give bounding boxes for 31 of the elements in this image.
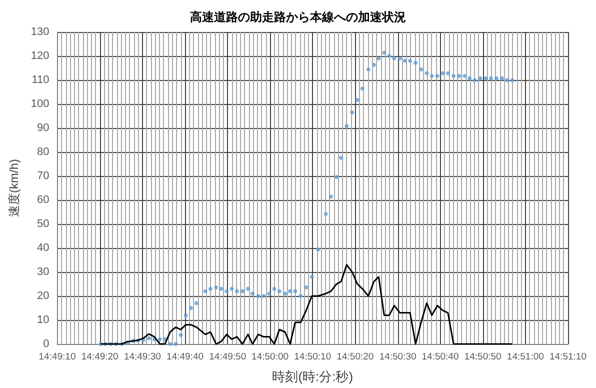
y-tick-label: 80 [37, 146, 50, 158]
y-tick-label: 50 [37, 218, 50, 230]
y-tick-label: 60 [37, 194, 50, 206]
y-tick-label: 130 [30, 26, 50, 38]
y-tick-label: 0 [43, 338, 50, 350]
y-tick-label: 20 [37, 290, 50, 302]
y-tick-label: 70 [37, 170, 50, 182]
x-tick-label: 14:50:10 [294, 352, 332, 362]
x-tick-label: 14:49:10 [38, 352, 76, 362]
chart-title: 高速道路の助走路から本線への加速状況 [190, 10, 406, 24]
y-tick-label: 90 [37, 122, 50, 134]
x-tick-label: 14:51:00 [506, 352, 544, 362]
x-tick-label: 14:50:30 [379, 352, 416, 362]
x-axis-title: 時刻(時:分:秒) [272, 369, 354, 384]
y-tick-label: 110 [32, 74, 50, 86]
y-axis-title: 速度(km/h) [7, 159, 21, 217]
x-tick-label: 14:50:20 [336, 352, 374, 362]
y-tick-label: 120 [30, 50, 50, 62]
x-tick-label: 14:49:40 [166, 352, 204, 362]
line-series [100, 264, 513, 345]
x-tick-label: 14:49:50 [209, 352, 246, 362]
x-tick-label: 14:50:50 [464, 352, 502, 362]
x-tick-label: 14:49:30 [124, 352, 161, 362]
x-tick-label: 14:50:00 [252, 352, 289, 362]
x-tick-label: 14:49:20 [81, 352, 118, 362]
y-tick-label: 40 [37, 242, 50, 254]
y-tick-label: 10 [37, 314, 50, 326]
x-tick-label: 14:51:10 [550, 352, 586, 362]
x-tick-label: 14:50:40 [422, 352, 459, 362]
y-tick-label: 30 [37, 266, 50, 278]
y-tick-label: 100 [30, 98, 50, 110]
